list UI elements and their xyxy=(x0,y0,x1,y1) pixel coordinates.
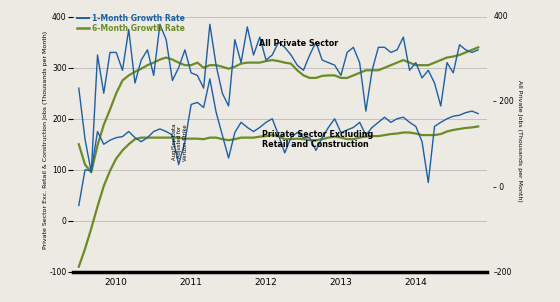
Text: All Private Sector: All Private Sector xyxy=(259,39,338,48)
Legend: 1-Month Growth Rate, 6-Month Growth Rate: 1-Month Growth Rate, 6-Month Growth Rate xyxy=(77,13,185,34)
Text: Aug/Sep Data
Adjusted for
Verizon Strike: Aug/Sep Data Adjusted for Verizon Strike xyxy=(171,124,188,161)
Y-axis label: All Private Jobs (Thousands per Month): All Private Jobs (Thousands per Month) xyxy=(517,79,522,201)
Y-axis label: Private Sector Exc. Retail & Construction Jobs (Thousands per Month): Private Sector Exc. Retail & Constructio… xyxy=(43,31,48,249)
Text: Private Sector Excluding
Retail and Construction: Private Sector Excluding Retail and Cons… xyxy=(262,130,374,149)
